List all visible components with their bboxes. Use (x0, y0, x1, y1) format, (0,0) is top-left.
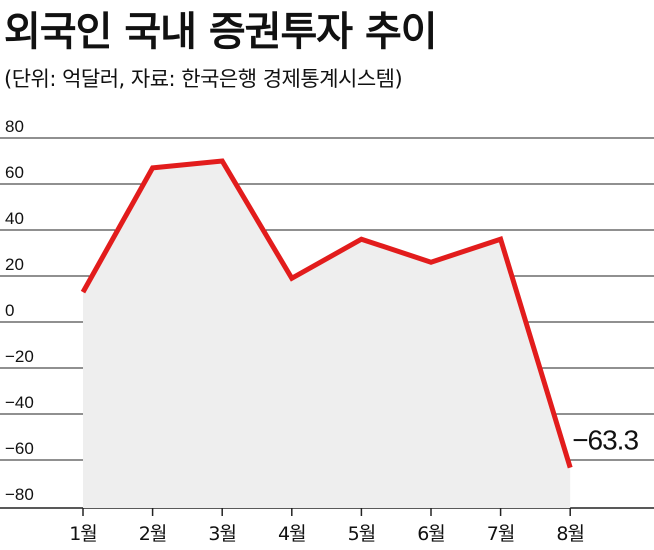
chart-subtitle: (단위: 억달러, 자료: 한국은행 경제통계시스템) (4, 67, 403, 91)
x-tick-label: 6월 (417, 523, 445, 545)
y-tick-label: 20 (5, 255, 24, 274)
y-tick-label: 0 (5, 301, 14, 320)
x-tick-label: 3월 (208, 523, 236, 545)
y-axis-ticks: 80 60 40 20 0 −20 −40 −60 −80 (5, 117, 34, 504)
y-tick-label: 40 (5, 209, 24, 228)
annotations: −63.3 (572, 425, 639, 456)
x-tick-label: 1월 (69, 523, 97, 545)
x-tick-label: 7월 (487, 523, 515, 545)
x-tick-label: 4월 (278, 523, 306, 545)
y-tick-label: 80 (5, 117, 24, 136)
y-tick-label: −40 (5, 393, 34, 412)
x-tick-label: 2월 (139, 523, 167, 545)
x-tick-label: 8월 (556, 523, 584, 545)
area-fill (83, 161, 571, 508)
y-tick-label: −20 (5, 347, 34, 366)
x-axis-ticks: 1월 2월 3월 4월 5월 6월 7월 8월 (69, 508, 585, 545)
series-line-layer (80, 158, 573, 469)
series-line (80, 158, 573, 469)
y-tick-label: −80 (5, 485, 34, 504)
y-tick-label: −60 (5, 439, 34, 458)
value-callout: −63.3 (572, 425, 638, 456)
y-tick-label: 60 (5, 163, 24, 182)
x-tick-label: 5월 (348, 523, 376, 545)
area-fill-layer (83, 161, 571, 508)
chart-title: 외국인 국내 증권투자 추이 (4, 9, 438, 55)
